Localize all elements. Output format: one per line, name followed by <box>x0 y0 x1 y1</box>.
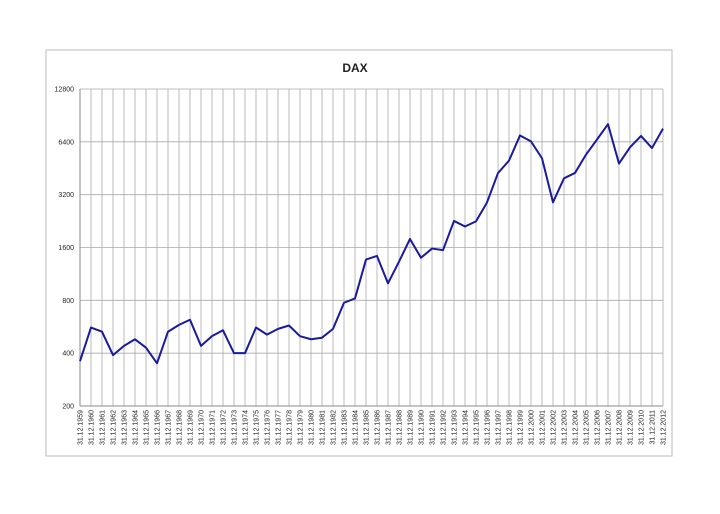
x-tick-label: 31.12.1966 <box>155 410 162 445</box>
x-tick-label: 31.12.1973 <box>232 410 239 445</box>
x-tick-label: 31.12.1981 <box>320 410 327 445</box>
x-tick-label: 31.12.2003 <box>562 410 569 445</box>
chart-title: DAX <box>342 61 367 75</box>
y-tick-label: 200 <box>62 404 74 411</box>
x-tick-label: 31.12.1996 <box>485 410 492 445</box>
x-tick-label: 31.12.1989 <box>408 410 415 445</box>
x-tick-label: 31.12.1995 <box>474 410 481 445</box>
line-series <box>79 123 664 365</box>
x-tick-label: 31.12.2012 <box>661 410 668 445</box>
x-tick-label: 31.12.1971 <box>210 410 217 445</box>
x-tick-label: 31.12.1988 <box>397 410 404 445</box>
x-tick-label: 31.12.1993 <box>452 410 459 445</box>
x-tick-label: 31.12.1982 <box>331 410 338 445</box>
x-tick-label: 31.12.2011 <box>650 410 657 445</box>
x-tick-label: 31.12.2004 <box>573 410 580 445</box>
x-tick-label: 31.12.1965 <box>144 410 151 445</box>
y-tick-label: 1600 <box>58 245 74 252</box>
x-tick-label: 31.12.1986 <box>375 410 382 445</box>
x-tick-label: 31.12.1999 <box>518 410 525 445</box>
x-tick-label: 31.12.1976 <box>265 410 272 445</box>
x-tick-label: 31.12.1991 <box>430 410 437 445</box>
x-tick-label: 31.12.2009 <box>628 410 635 445</box>
x-tick-label: 31.12.1984 <box>353 410 360 445</box>
x-tick-label: 31.12.1959 <box>78 410 85 445</box>
x-tick-label: 31.12.1960 <box>89 410 96 445</box>
x-tick-label: 31.12.1963 <box>122 410 129 445</box>
x-tick-label: 31.12.1975 <box>254 410 261 445</box>
x-tick-label: 31.12.1979 <box>298 410 305 445</box>
x-tick-label: 31.12.1968 <box>177 410 184 445</box>
x-tick-label: 31.12.1994 <box>463 410 470 445</box>
y-tick-label: 12800 <box>55 87 75 94</box>
x-tick-label: 31.12.1964 <box>133 410 140 445</box>
x-tick-label: 31.12.1962 <box>111 410 118 445</box>
y-tick-label: 3200 <box>58 192 74 199</box>
x-tick-label: 31.12.2007 <box>606 410 613 445</box>
y-tick-label: 6400 <box>58 139 74 146</box>
x-tick-label: 31.12.2002 <box>551 410 558 445</box>
x-tick-label: 31.12.1983 <box>342 410 349 445</box>
x-tick-label: 31.12.1987 <box>386 410 393 445</box>
x-tick-label: 31.12.1978 <box>287 410 294 445</box>
x-tick-label: 31.12.1997 <box>496 410 503 445</box>
x-tick-label: 31.12.1970 <box>199 410 206 445</box>
y-tick-label: 800 <box>62 298 74 305</box>
x-tick-label: 31.12.2001 <box>540 410 547 445</box>
x-tick-label: 31.12.2008 <box>617 410 624 445</box>
y-tick-label: 400 <box>62 351 74 358</box>
x-tick-label: 31.12.1974 <box>243 410 250 445</box>
x-tick-label: 31.12.1961 <box>100 410 107 445</box>
x-tick-label: 31.12.1967 <box>166 410 173 445</box>
x-tick-label: 31.12.2005 <box>584 410 591 445</box>
x-tick-label: 31.12.2000 <box>529 410 536 445</box>
x-tick-label: 31.12.1977 <box>276 410 283 445</box>
x-tick-label: 31.12.1998 <box>507 410 514 445</box>
x-tick-label: 31.12.2010 <box>639 410 646 445</box>
x-tick-label: 31.12.1990 <box>419 410 426 445</box>
x-tick-label: 31.12.1980 <box>309 410 316 445</box>
x-tick-label: 31.12.1985 <box>364 410 371 445</box>
x-tick-label: 31.12.1972 <box>221 410 228 445</box>
chart-frame <box>45 49 673 457</box>
x-tick-label: 31.12.1992 <box>441 410 448 445</box>
x-tick-label: 31.12.2006 <box>595 410 602 445</box>
x-tick-label: 31.12.1969 <box>188 410 195 445</box>
